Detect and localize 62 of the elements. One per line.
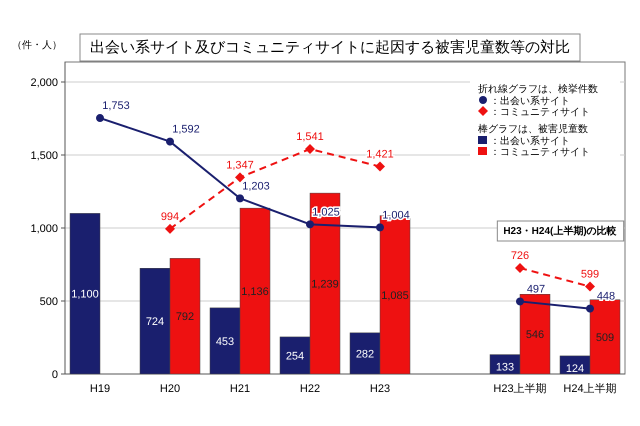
x-tick-label: H23上半期 [493, 382, 547, 395]
data-label: 1,025 [312, 206, 340, 218]
x-tick-label: H23 [370, 383, 390, 395]
point [515, 263, 525, 274]
annotation: 棒グラフは、被害児童数 [478, 123, 588, 135]
data-label: 1,203 [242, 180, 270, 192]
point [235, 172, 245, 182]
x-tick-label: H20 [160, 383, 180, 395]
y-tick-label: 500 [40, 296, 58, 308]
y-tick-label: 0 [52, 369, 58, 381]
point [305, 144, 315, 154]
point [376, 223, 384, 232]
point [96, 114, 104, 122]
point [586, 304, 594, 313]
legend-item: ：出会い系サイト [479, 96, 570, 107]
point [516, 297, 524, 306]
legend-label: ：出会い系サイト [490, 95, 570, 107]
data-label: 1,136 [241, 286, 269, 298]
data-label: 453 [216, 336, 234, 348]
annotation: 折れ線グラフは、検挙件数 [478, 83, 598, 95]
point [375, 162, 385, 172]
y-tick-label: 2,000 [30, 77, 58, 89]
data-label: 1,239 [311, 278, 339, 291]
point [166, 138, 174, 146]
x-tick-label: H24上半期 [563, 382, 617, 395]
bar [70, 213, 100, 374]
legend-item: ：出会い系サイト [478, 136, 570, 147]
legend-item: ：コミュニティサイト [478, 106, 590, 118]
data-label: 1,100 [71, 288, 99, 301]
data-label: 792 [176, 311, 194, 324]
data-label: 1,541 [296, 131, 324, 144]
x-tick-label: H21 [230, 383, 250, 395]
y-axis-title: （件・人） [12, 40, 62, 51]
data-label: 509 [596, 332, 614, 344]
data-label: 1,085 [381, 290, 409, 302]
point [306, 220, 314, 228]
x-tick-label: H19 [90, 383, 110, 395]
data-label: 1,347 [226, 159, 254, 172]
data-label: 1,421 [366, 148, 394, 161]
data-label: 282 [356, 348, 374, 360]
legend-item: ：コミュニティサイト [478, 147, 590, 158]
chart-title: 出会い系サイト及びコミュニティサイトに起因する被害児童数等の対比 [90, 39, 570, 56]
annotation: H23・H24(上半期)の比較 [503, 225, 618, 237]
data-label: 726 [510, 250, 530, 262]
point [236, 194, 244, 202]
data-label: 497 [526, 283, 546, 296]
y-tick-label: 1,000 [30, 223, 58, 235]
data-label: 724 [146, 316, 164, 328]
point [585, 282, 595, 292]
data-label: 994 [160, 210, 180, 223]
point [165, 224, 175, 234]
data-label: 1,592 [172, 124, 200, 136]
legend-label: ：コミュニティサイト [490, 107, 590, 118]
y-tick-label: 1,500 [30, 150, 58, 162]
data-label: 124 [566, 362, 584, 375]
x-tick-label: H22 [300, 383, 320, 395]
data-label: 546 [526, 329, 544, 342]
data-label: 254 [286, 350, 304, 362]
data-label: 1,753 [102, 100, 130, 112]
data-label: 599 [580, 268, 600, 281]
data-label: 133 [496, 362, 514, 374]
legend-label: ：出会い系サイト [490, 135, 570, 147]
